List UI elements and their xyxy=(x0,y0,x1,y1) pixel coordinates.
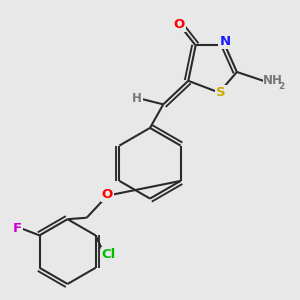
Text: 2: 2 xyxy=(279,82,285,91)
Text: H: H xyxy=(132,92,142,105)
Text: F: F xyxy=(13,221,22,235)
Text: O: O xyxy=(174,18,185,32)
Text: Cl: Cl xyxy=(102,248,116,261)
Text: NH: NH xyxy=(263,74,283,87)
Text: S: S xyxy=(216,86,226,99)
Text: O: O xyxy=(102,188,113,201)
Text: N: N xyxy=(220,35,231,48)
